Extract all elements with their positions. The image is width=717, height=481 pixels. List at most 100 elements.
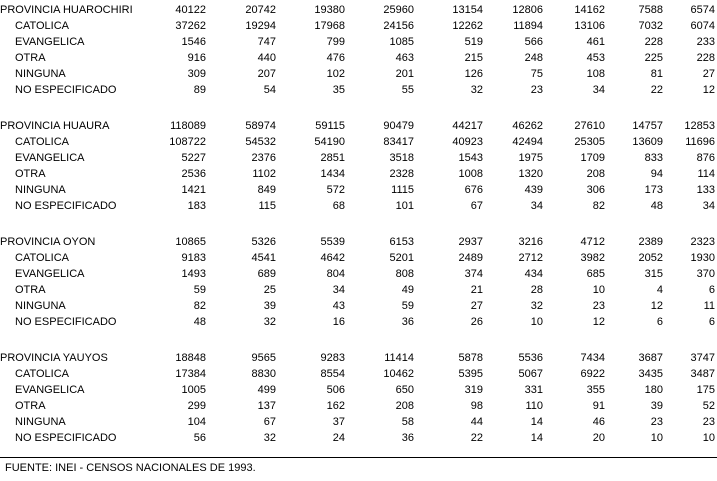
- value-cell: 207: [257, 68, 276, 80]
- value-cell: 20: [592, 432, 605, 444]
- value-cell: 49: [401, 284, 414, 296]
- value-cell: 14: [530, 416, 543, 428]
- value-cell: 566: [524, 36, 543, 48]
- value-cell: 5539: [320, 236, 345, 248]
- value-cell: 118089: [170, 120, 206, 132]
- value-cell: 499: [257, 384, 276, 396]
- value-cell: 162: [326, 400, 345, 412]
- religion-detail-row: OTRA 916 440 476 463 215 248 453 225 228: [0, 50, 715, 66]
- value-cell: 689: [257, 268, 276, 280]
- value-cell: 14: [530, 432, 543, 444]
- value-cell: 233: [696, 36, 715, 48]
- value-cell: 17384: [175, 368, 206, 380]
- value-cell: 1008: [458, 168, 483, 180]
- value-cell: 3518: [389, 152, 414, 164]
- value-cell: 2052: [638, 252, 663, 264]
- value-cell: 519: [464, 36, 483, 48]
- value-cell: 1434: [320, 168, 345, 180]
- value-cell: 32: [530, 300, 543, 312]
- value-cell: 1543: [458, 152, 483, 164]
- spacer-cell: [0, 330, 715, 350]
- value-cell: 208: [395, 400, 414, 412]
- value-cell: 39: [263, 300, 276, 312]
- value-cell: 23: [650, 416, 663, 428]
- row-label: CATOLICA: [15, 252, 69, 264]
- value-cell: 7588: [638, 4, 663, 16]
- value-cell: 13154: [452, 4, 483, 16]
- row-label: NO ESPECIFICADO: [15, 200, 117, 212]
- value-cell: 808: [395, 268, 414, 280]
- value-cell: 1320: [518, 168, 543, 180]
- value-cell: 228: [696, 52, 715, 64]
- value-cell: 12: [702, 84, 715, 96]
- value-cell: 1546: [181, 36, 206, 48]
- value-cell: 42494: [512, 136, 543, 148]
- value-cell: 476: [326, 52, 345, 64]
- religion-detail-row: NINGUNA 82 39 43 59 27 32 23 12 11: [0, 298, 715, 314]
- value-cell: 83417: [383, 136, 414, 148]
- religion-detail-row: EVANGELICA 1005 499 506 650 319 331 355 180 175: [0, 382, 715, 398]
- value-cell: 12262: [452, 20, 483, 32]
- census-table: PROVINCIA HUAROCHIRI 40122 20742 19380 25960…: [0, 2, 715, 446]
- religion-detail-row: NO ESPECIFICADO 48 32 16 36 26 10 12 6 6: [0, 314, 715, 330]
- value-cell: 19380: [314, 4, 345, 16]
- value-cell: 1709: [580, 152, 605, 164]
- value-cell: 315: [644, 268, 663, 280]
- value-cell: 114: [697, 168, 715, 180]
- value-cell: 108722: [169, 136, 206, 148]
- value-cell: 6: [708, 316, 715, 328]
- value-cell: 22: [470, 432, 483, 444]
- value-cell: 26: [470, 316, 483, 328]
- value-cell: 175: [696, 384, 715, 396]
- value-cell: 228: [644, 36, 663, 48]
- row-label: EVANGELICA: [15, 152, 85, 164]
- value-cell: 1930: [690, 252, 715, 264]
- value-cell: 58: [401, 416, 414, 428]
- value-cell: 5395: [458, 368, 483, 380]
- value-cell: 3487: [690, 368, 715, 380]
- value-cell: 849: [257, 184, 276, 196]
- value-cell: 75: [530, 68, 543, 80]
- religion-detail-row: EVANGELICA 1493 689 804 808 374 434 685 315 370: [0, 266, 715, 282]
- value-cell: 2328: [389, 168, 414, 180]
- value-cell: 248: [524, 52, 543, 64]
- religion-detail-row: NO ESPECIFICADO 56 32 24 36 22 14 20 10 10: [0, 430, 715, 446]
- value-cell: 10: [592, 284, 605, 296]
- value-cell: 54: [263, 84, 276, 96]
- value-cell: 24: [332, 432, 345, 444]
- value-cell: 355: [586, 384, 605, 396]
- value-cell: 10: [650, 432, 663, 444]
- value-cell: 9283: [320, 352, 345, 364]
- value-cell: 82: [592, 200, 605, 212]
- value-cell: 21: [470, 284, 483, 296]
- value-cell: 876: [696, 152, 715, 164]
- value-cell: 110: [525, 400, 543, 412]
- religion-detail-row: EVANGELICA 5227 2376 2851 3518 1543 1975 1709 83…: [0, 150, 715, 166]
- value-cell: 10865: [175, 236, 206, 248]
- value-cell: 6074: [690, 20, 715, 32]
- value-cell: 59115: [315, 120, 345, 132]
- value-cell: 11894: [513, 20, 543, 32]
- value-cell: 331: [524, 384, 543, 396]
- value-cell: 24156: [383, 20, 414, 32]
- value-cell: 183: [187, 200, 206, 212]
- value-cell: 55: [401, 84, 414, 96]
- religion-detail-row: OTRA 2536 1102 1434 2328 1008 1320 208 94 114: [0, 166, 715, 182]
- value-cell: 52: [702, 400, 715, 412]
- row-label: OTRA: [15, 168, 46, 180]
- row-label: NO ESPECIFICADO: [15, 316, 117, 328]
- value-cell: 11: [703, 300, 715, 312]
- value-cell: 215: [464, 52, 483, 64]
- religion-detail-row: NINGUNA 309 207 102 201 126 75 108 81 27: [0, 66, 715, 82]
- value-cell: 48: [650, 200, 663, 212]
- value-cell: 102: [326, 68, 345, 80]
- row-label: NINGUNA: [15, 416, 66, 428]
- row-label: EVANGELICA: [15, 268, 85, 280]
- value-cell: 1005: [181, 384, 206, 396]
- value-cell: 27: [702, 68, 715, 80]
- row-label: NINGUNA: [15, 300, 66, 312]
- row-label: PROVINCIA HUAURA: [0, 120, 110, 132]
- value-cell: 6: [656, 316, 663, 328]
- value-cell: 25305: [574, 136, 605, 148]
